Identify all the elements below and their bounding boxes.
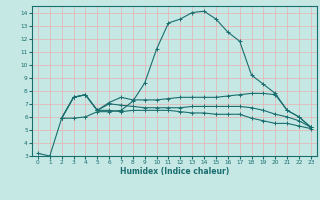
X-axis label: Humidex (Indice chaleur): Humidex (Indice chaleur) [120, 167, 229, 176]
